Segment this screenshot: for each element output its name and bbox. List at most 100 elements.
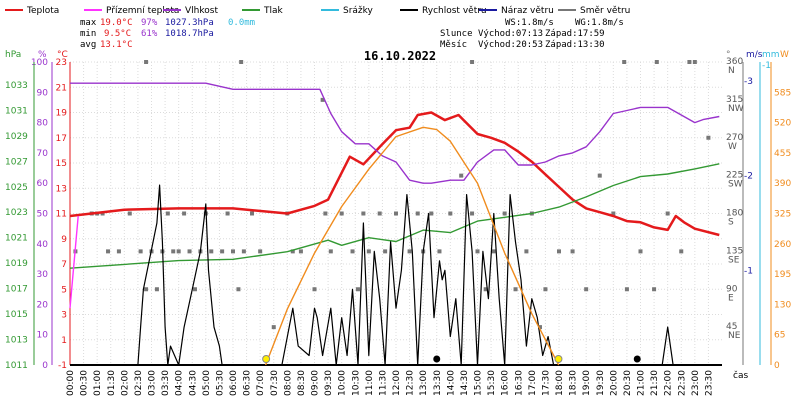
wind-dir-point <box>470 60 475 64</box>
ms-unit: m/s <box>746 50 763 60</box>
dir-tick-name: SW <box>728 180 743 190</box>
x-tick-label: 02:30 <box>134 370 144 396</box>
x-tick-label: 07:00 <box>256 370 266 396</box>
wind-dir-point <box>366 249 371 254</box>
x-tick-label: 09:00 <box>311 370 321 396</box>
hpa-tick-label: 1027 <box>5 157 28 167</box>
pct-tick-label: 80 <box>37 119 49 129</box>
wind-dir-point <box>665 211 670 216</box>
wind-dir-point <box>383 249 388 254</box>
stats-min-hum: 61% <box>141 29 158 39</box>
temp-tick-label: 19 <box>56 109 68 119</box>
legend-label: Teplota <box>26 6 59 16</box>
series-line <box>70 82 720 184</box>
x-tick-label: 09:30 <box>324 370 334 396</box>
hpa-tick-label: 1025 <box>5 183 28 193</box>
wind-dir-point <box>231 249 235 254</box>
legend-label: Vlhkost <box>185 6 218 16</box>
w-tick-label: 325 <box>774 210 791 220</box>
wind-dir-point <box>271 325 276 330</box>
x-tick-label: 08:00 <box>283 370 293 396</box>
wind-dir-point <box>654 60 659 64</box>
wind-dir-point <box>459 173 464 178</box>
stats-max-rain: 0.0mm <box>228 18 255 28</box>
wind-dir-point <box>239 60 244 64</box>
dir-tick-name: N <box>728 66 735 76</box>
wind-dir-point <box>192 287 197 292</box>
hpa-tick-label: 1017 <box>5 285 28 295</box>
ms-tick-label: -2 <box>744 172 753 182</box>
wind-dir-point <box>622 60 627 64</box>
x-tick-label: 12:00 <box>392 370 402 396</box>
w-tick-label: 0 <box>774 361 780 371</box>
wind-dir-point <box>116 249 121 254</box>
stats-min-temp: 9.5°C <box>104 29 131 39</box>
wind-dir-point <box>597 173 602 178</box>
wind-dir-point <box>328 249 333 254</box>
wind-dir-point <box>350 249 355 254</box>
series-line <box>69 163 720 269</box>
hpa-tick-label: 1023 <box>5 208 28 218</box>
wind-dir-point <box>209 249 214 254</box>
x-tick-label: 04:30 <box>188 370 198 396</box>
x-tick-label: 00:30 <box>80 370 90 396</box>
wind-dir-point <box>679 249 684 254</box>
pct-tick-label: 30 <box>37 270 49 280</box>
dir-tick-label: 225 <box>726 171 743 181</box>
wind-dir-point <box>144 287 149 292</box>
wind-dir-point <box>377 211 382 216</box>
x-tick-label: 20:00 <box>609 370 619 396</box>
temp-tick-label: 5 <box>61 285 67 295</box>
x-tick-label: 23:30 <box>704 370 714 396</box>
x-tick-label: 04:00 <box>175 370 185 396</box>
temp-tick-label: 23 <box>56 58 67 68</box>
x-tick-label: 22:00 <box>664 370 674 396</box>
wind-dir-point <box>355 287 360 292</box>
wind-dir-point <box>312 287 317 292</box>
x-tick-label: 17:30 <box>541 370 551 396</box>
pct-tick-label: 50 <box>37 210 49 220</box>
wind-dir-point <box>154 287 159 292</box>
wind-dir-point <box>437 249 442 254</box>
stats-max-press: 1027.3hPa <box>165 18 214 28</box>
chart-legend: Teplota Přízemní teplota Vlhkost Tlak Srážky… <box>5 6 630 16</box>
x-tick-label: 10:00 <box>338 370 348 396</box>
wind-dir-point <box>470 211 475 216</box>
x-tick-label: 23:00 <box>691 370 701 396</box>
wind-dir-point <box>652 287 657 292</box>
temp-tick-label: 17 <box>56 134 67 144</box>
x-tick-label: 03:00 <box>148 370 158 396</box>
stats-max-temp: 19.0°C <box>100 18 133 28</box>
dir-tick-name: W <box>728 142 737 152</box>
wind-dir-point <box>258 249 263 254</box>
wind-dir-point <box>513 287 518 292</box>
hpa-tick-label: 1013 <box>5 336 28 346</box>
x-tick-label: 05:30 <box>215 370 225 396</box>
hpa-tick-label: 1011 <box>5 361 28 371</box>
x-tick-label: 20:30 <box>623 370 633 396</box>
wind-dir-point <box>543 287 548 292</box>
x-tick-label: 15:00 <box>474 370 484 396</box>
hpa-tick-label: 1015 <box>5 310 28 320</box>
x-tick-label: 15:30 <box>487 370 497 396</box>
dir-tick-name: NE <box>728 331 741 341</box>
wind-dir-point <box>394 211 398 216</box>
pct-unit: % <box>38 50 47 60</box>
temp-tick-label: 1 <box>61 336 67 346</box>
pct-tick-label: 100 <box>31 58 48 68</box>
x-tick-label: 16:30 <box>514 370 524 396</box>
wind-dir-point <box>407 249 412 254</box>
dir-unit: ° <box>726 50 731 60</box>
x-tick-label: 13:30 <box>433 370 443 396</box>
wind-dir-point <box>127 211 132 216</box>
mm-tick-label: -1 <box>762 61 771 71</box>
x-tick-label: 11:30 <box>378 370 388 396</box>
x-tick-label: 07:30 <box>270 370 280 396</box>
temp-unit: °C <box>57 50 68 60</box>
wind-dir-point <box>491 249 496 254</box>
hpa-tick-label: 1029 <box>5 132 28 142</box>
dir-tick-label: 135 <box>726 246 743 256</box>
x-tick-label: 17:00 <box>528 370 538 396</box>
x-tick-label: 13:00 <box>419 370 429 396</box>
